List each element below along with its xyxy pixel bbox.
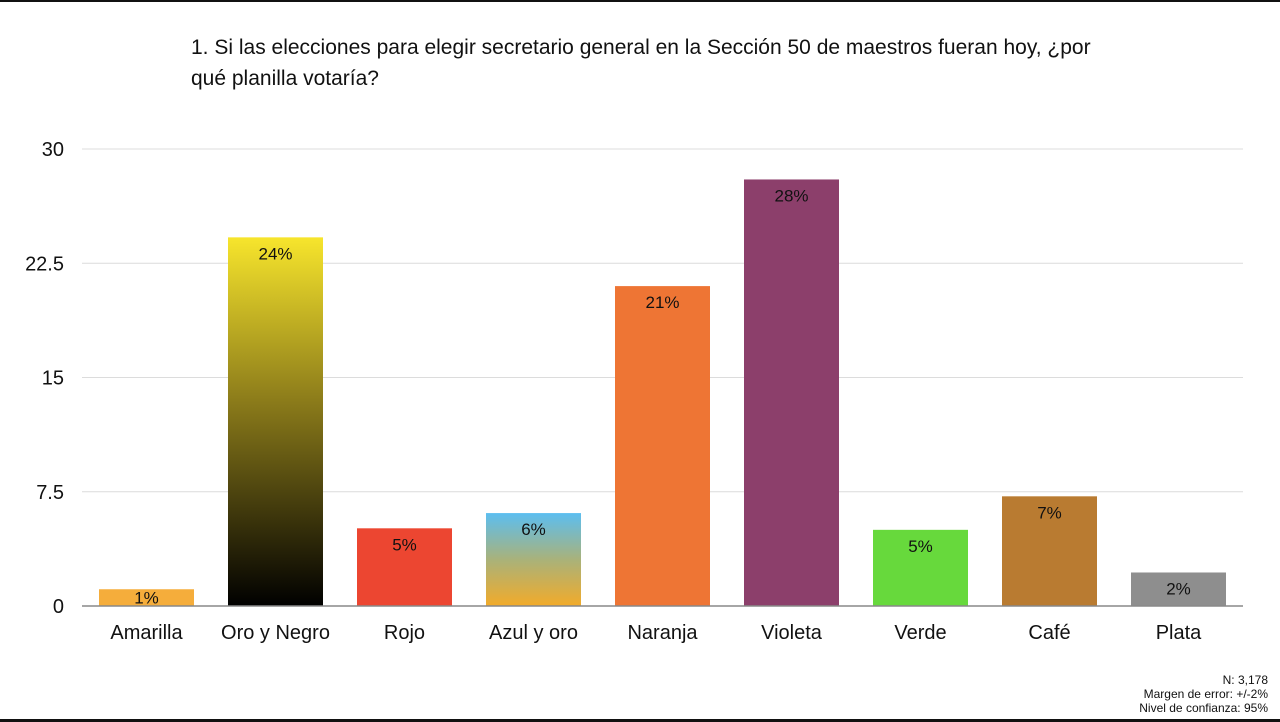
y-tick-label: 22.5	[25, 253, 64, 275]
survey-footer: N: 3,178 Margen de error: +/-2% Nivel de…	[1139, 673, 1268, 715]
data-label: 2%	[1166, 579, 1191, 598]
bar-azul-y-oro	[486, 513, 581, 606]
data-label: 7%	[1037, 503, 1062, 522]
margin-of-error: Margen de error: +/-2%	[1143, 687, 1268, 701]
x-tick-label: Café	[1028, 622, 1070, 644]
data-label: 21%	[645, 293, 679, 312]
data-label: 28%	[774, 186, 808, 205]
y-tick-label: 15	[42, 368, 64, 390]
sample-size: N: 3,178	[1222, 673, 1268, 687]
data-label: 6%	[521, 520, 546, 539]
data-label: 5%	[908, 537, 933, 556]
x-tick-label: Plata	[1156, 622, 1202, 644]
chart-title: 1. Si las elecciones para elegir secreta…	[191, 36, 1091, 90]
x-tick-label: Rojo	[384, 622, 425, 644]
bar-plata	[1131, 572, 1226, 606]
x-tick-label: Violeta	[761, 622, 823, 644]
x-tick-label: Naranja	[627, 622, 698, 644]
x-tick-label: Azul y oro	[489, 622, 578, 644]
data-label: 5%	[392, 535, 417, 554]
y-tick-label: 7.5	[36, 482, 64, 504]
bar-café	[1002, 496, 1097, 606]
data-label: 1%	[134, 589, 159, 608]
x-tick-label: Amarilla	[110, 622, 183, 644]
y-tick-label: 30	[42, 139, 64, 161]
x-tick-label: Oro y Negro	[221, 622, 330, 644]
bar-naranja	[615, 286, 710, 606]
data-label: 24%	[258, 244, 292, 263]
bar-violeta	[744, 179, 839, 606]
bar-amarilla	[99, 589, 194, 606]
bar-rojo	[357, 528, 452, 606]
bar-oro-y-negro	[228, 237, 323, 606]
x-tick-label: Verde	[894, 622, 946, 644]
y-tick-label: 0	[53, 596, 64, 618]
confidence-level: Nivel de confianza: 95%	[1139, 701, 1268, 715]
bar-verde	[873, 529, 968, 606]
